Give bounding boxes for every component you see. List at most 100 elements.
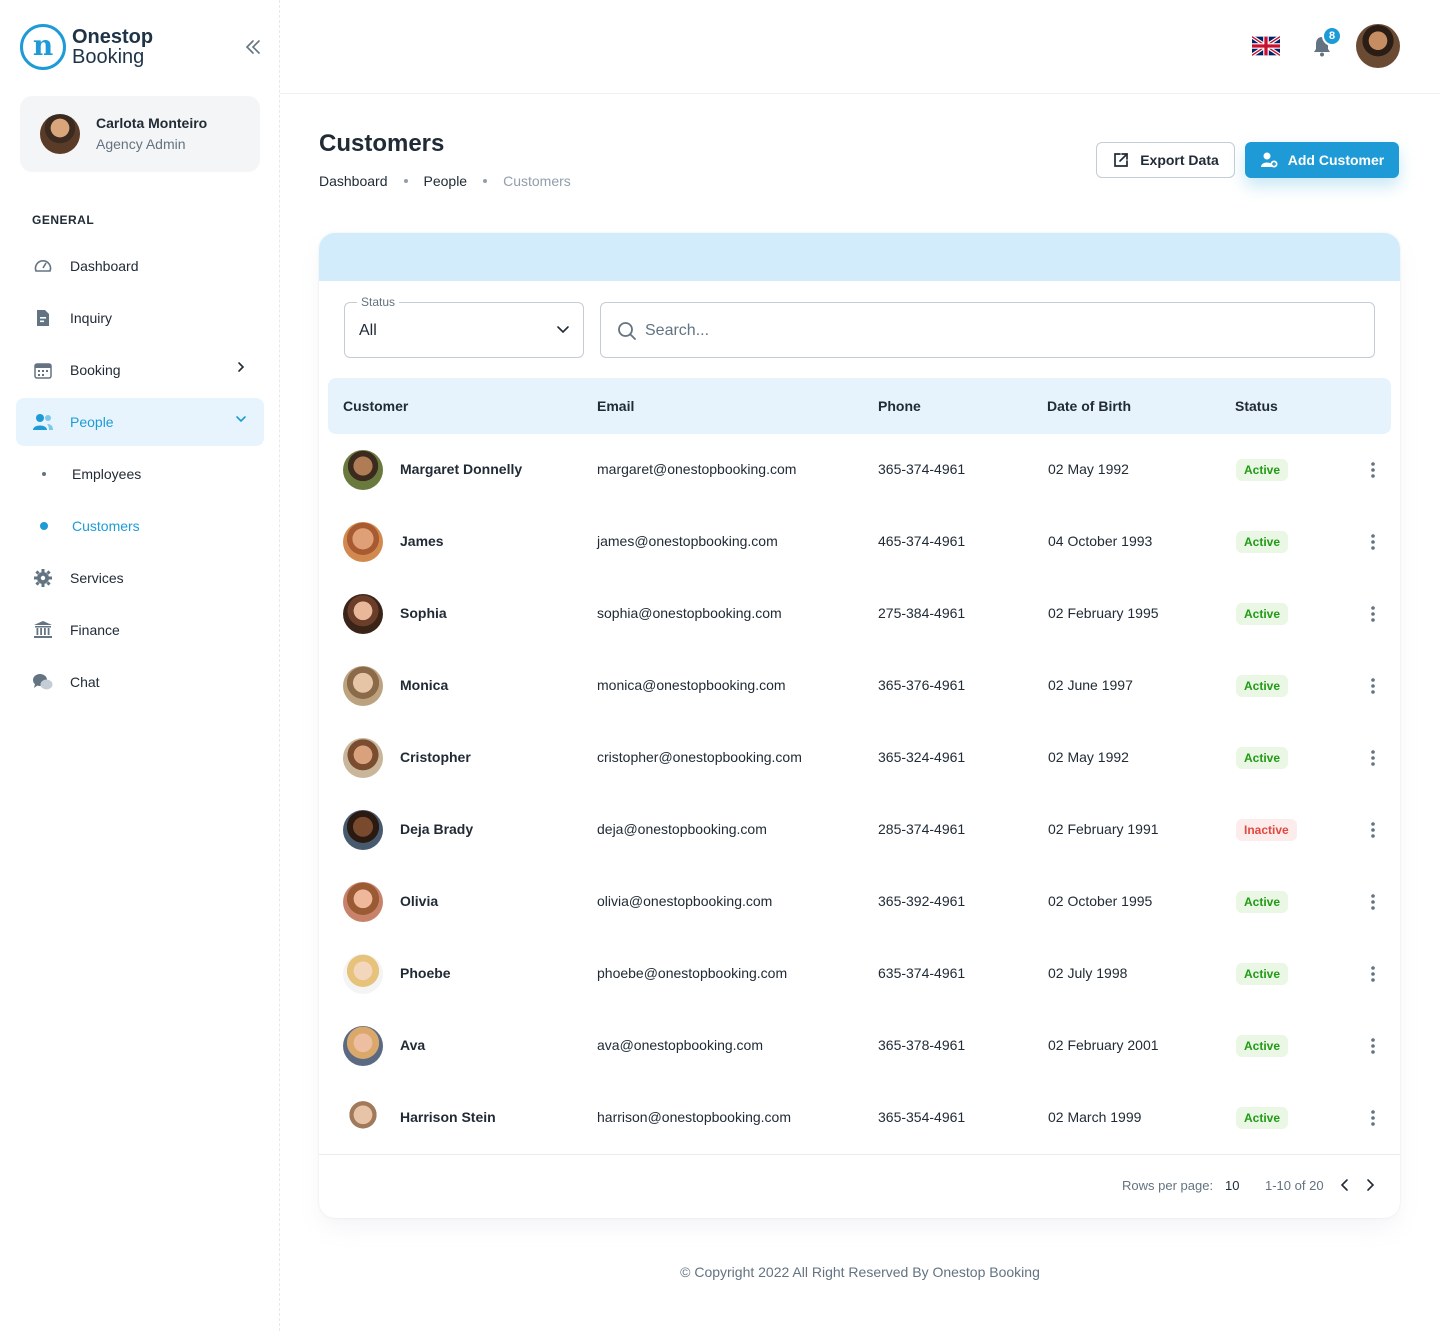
customer-date-of-birth: 02 October 1995 bbox=[1048, 893, 1153, 909]
export-data-button[interactable]: Export Data bbox=[1096, 142, 1235, 178]
add-user-icon bbox=[1260, 151, 1278, 169]
brand-logo[interactable]: n Onestop Booking bbox=[20, 24, 153, 70]
customer-name[interactable]: Margaret Donnelly bbox=[400, 461, 523, 477]
more-options-icon[interactable] bbox=[1363, 604, 1383, 624]
notification-count-badge: 8 bbox=[1322, 26, 1342, 46]
avatar bbox=[40, 114, 80, 154]
external-link-icon bbox=[1112, 151, 1130, 169]
sidebar-item-booking[interactable]: Booking bbox=[16, 346, 264, 394]
customer-email: monica@onestopbooking.com bbox=[597, 677, 786, 693]
dashboard-icon bbox=[32, 255, 54, 277]
search-input[interactable] bbox=[645, 317, 1345, 345]
avatar bbox=[343, 450, 383, 490]
table-row[interactable]: Margaret Donnelly margaret@onestopbooking… bbox=[319, 434, 1400, 506]
sidebar-item-employees[interactable]: Employees bbox=[16, 452, 264, 496]
customer-email: phoebe@onestopbooking.com bbox=[597, 965, 788, 981]
add-customer-button[interactable]: Add Customer bbox=[1245, 142, 1399, 178]
status-badge: Inactive bbox=[1236, 819, 1297, 841]
gear-icon bbox=[32, 567, 54, 589]
table-header: Customer Email Phone Date of Birth Statu… bbox=[328, 378, 1391, 434]
sidebar-item-services[interactable]: Services bbox=[16, 554, 264, 602]
customer-date-of-birth: 02 June 1997 bbox=[1048, 677, 1133, 693]
avatar bbox=[343, 810, 383, 850]
customer-phone: 365-354-4961 bbox=[878, 1109, 966, 1125]
brand-line-1: Onestop bbox=[72, 26, 154, 48]
table-row[interactable]: Olivia olivia@onestopbooking.com 365-392-4… bbox=[319, 866, 1400, 938]
customer-name[interactable]: Phoebe bbox=[400, 965, 451, 981]
sidebar-item-chat[interactable]: Chat bbox=[16, 658, 264, 706]
breadcrumb-dashboard[interactable]: Dashboard bbox=[319, 173, 388, 189]
more-options-icon[interactable] bbox=[1363, 460, 1383, 480]
avatar bbox=[343, 1098, 383, 1138]
nav-section-title: GENERAL bbox=[32, 213, 95, 227]
page-title: Customers bbox=[319, 130, 445, 157]
table-row[interactable]: Sophia sophia@onestopbooking.com 275-384-4… bbox=[319, 578, 1400, 650]
next-page-icon[interactable] bbox=[1363, 1177, 1379, 1195]
rows-per-page-select[interactable]: 10 bbox=[1225, 1178, 1240, 1193]
customer-name[interactable]: Deja Brady bbox=[400, 821, 474, 837]
uk-flag-icon[interactable] bbox=[1250, 35, 1282, 57]
more-options-icon[interactable] bbox=[1363, 892, 1383, 912]
more-options-icon[interactable] bbox=[1363, 820, 1383, 840]
more-options-icon[interactable] bbox=[1363, 676, 1383, 696]
sidebar-item-dashboard[interactable]: Dashboard bbox=[16, 242, 264, 290]
account-avatar[interactable] bbox=[1356, 24, 1400, 68]
customer-date-of-birth: 02 February 1991 bbox=[1048, 821, 1159, 837]
customer-name[interactable]: Sophia bbox=[400, 605, 447, 621]
breadcrumb: Dashboard People Customers bbox=[319, 173, 571, 189]
col-phone[interactable]: Phone bbox=[878, 398, 921, 414]
avatar bbox=[343, 666, 383, 706]
customer-email: harrison@onestopbooking.com bbox=[597, 1109, 791, 1125]
col-date-of-birth[interactable]: Date of Birth bbox=[1047, 398, 1131, 414]
table-row[interactable]: Monica monica@onestopbooking.com 365-376-4… bbox=[319, 650, 1400, 722]
table-row[interactable]: Phoebe phoebe@onestopbooking.com 635-374-4… bbox=[319, 938, 1400, 1010]
sidebar-item-finance[interactable]: Finance bbox=[16, 606, 264, 654]
customer-phone: 285-374-4961 bbox=[878, 821, 966, 837]
customer-email: ava@onestopbooking.com bbox=[597, 1037, 763, 1053]
more-options-icon[interactable] bbox=[1363, 964, 1383, 984]
people-icon bbox=[32, 411, 54, 433]
customer-name[interactable]: Olivia bbox=[400, 893, 439, 909]
user-role: Agency Admin bbox=[96, 136, 186, 152]
table-row[interactable]: Deja Brady deja@onestopbooking.com 285-374… bbox=[319, 794, 1400, 866]
customer-name[interactable]: Cristopher bbox=[400, 749, 471, 765]
collapse-sidebar-icon[interactable] bbox=[243, 37, 263, 57]
more-options-icon[interactable] bbox=[1363, 1036, 1383, 1056]
customer-name[interactable]: James bbox=[400, 533, 444, 549]
more-options-icon[interactable] bbox=[1363, 532, 1383, 552]
col-customer[interactable]: Customer bbox=[343, 398, 409, 414]
customer-name[interactable]: Monica bbox=[400, 677, 449, 693]
sidebar-item-people[interactable]: People bbox=[16, 398, 264, 446]
pagination-range: 1-10 of 20 bbox=[1265, 1178, 1324, 1193]
avatar bbox=[343, 522, 383, 562]
status-badge: Active bbox=[1236, 747, 1289, 769]
more-options-icon[interactable] bbox=[1363, 1108, 1383, 1128]
status-badge: Active bbox=[1236, 675, 1289, 697]
sidebar-item-customers[interactable]: Customers bbox=[16, 504, 264, 548]
user-card[interactable]: Carlota Monteiro Agency Admin bbox=[20, 96, 260, 172]
col-status[interactable]: Status bbox=[1235, 398, 1278, 414]
sidebar-item-inquiry[interactable]: Inquiry bbox=[16, 294, 264, 342]
customer-phone: 365-376-4961 bbox=[878, 677, 966, 693]
breadcrumb-people[interactable]: People bbox=[423, 173, 468, 189]
table-row[interactable]: Cristopher cristopher@onestopbooking.com 3… bbox=[319, 722, 1400, 794]
search-field[interactable] bbox=[600, 302, 1375, 358]
status-badge: Active bbox=[1236, 531, 1289, 553]
customer-date-of-birth: 02 February 1995 bbox=[1048, 605, 1159, 621]
customer-email: james@onestopbooking.com bbox=[597, 533, 778, 549]
table-row[interactable]: James james@onestopbooking.com 465-374-496… bbox=[319, 506, 1400, 578]
table-row[interactable]: Ava ava@onestopbooking.com 365-378-4961 02 … bbox=[319, 1010, 1400, 1082]
table-row[interactable]: Harrison Stein harrison@onestopbooking.co… bbox=[319, 1082, 1400, 1154]
status-badge: Active bbox=[1236, 459, 1289, 481]
sidebar: n Onestop Booking Carlota Monteiro Agenc… bbox=[0, 0, 280, 1331]
brand-line-2: Booking bbox=[72, 46, 145, 68]
status-filter-select[interactable]: Status All bbox=[344, 295, 584, 358]
customer-name[interactable]: Ava bbox=[400, 1037, 426, 1053]
avatar bbox=[343, 954, 383, 994]
prev-page-icon[interactable] bbox=[1338, 1177, 1354, 1195]
col-email[interactable]: Email bbox=[597, 398, 635, 414]
customer-name[interactable]: Harrison Stein bbox=[400, 1109, 496, 1125]
customer-email: sophia@onestopbooking.com bbox=[597, 605, 782, 621]
user-name: Carlota Monteiro bbox=[96, 115, 208, 131]
more-options-icon[interactable] bbox=[1363, 748, 1383, 768]
